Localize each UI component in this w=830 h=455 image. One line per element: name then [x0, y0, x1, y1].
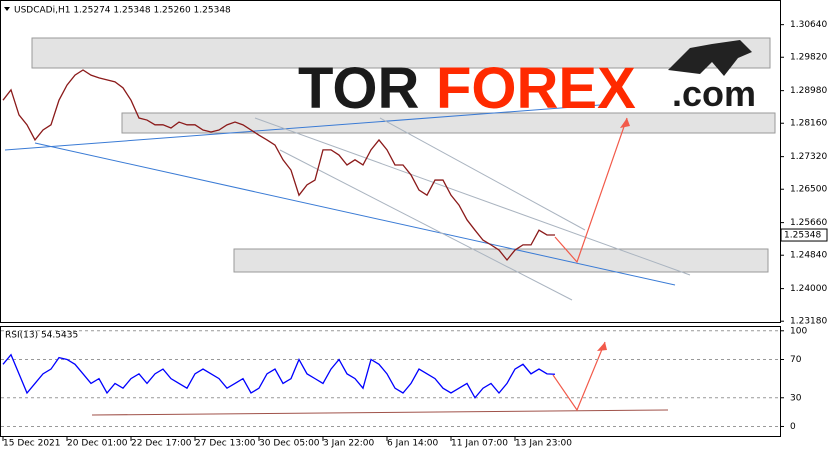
y-tick-label: 1.25660: [790, 218, 827, 228]
y-tick-label: 0: [790, 422, 796, 432]
x-tick-label: 13 Jan 23:00: [515, 439, 572, 449]
x-tick-label: 22 Dec 17:00: [131, 439, 192, 449]
watermark-suffix: .com: [672, 73, 756, 114]
x-tick-label: 20 Dec 01:00: [67, 439, 128, 449]
x-tick-label: 30 Dec 05:00: [259, 439, 320, 449]
y-tick-label: 1.24000: [790, 284, 827, 294]
y-tick-label: 1.24840: [790, 251, 827, 261]
channel-line: [279, 149, 573, 301]
y-tick-label: 1.27320: [790, 152, 827, 162]
y-tick-label: 1.28160: [790, 119, 827, 129]
rsi-trend-line: [91, 409, 669, 416]
y-tick-label: 1.26500: [790, 185, 827, 195]
arrow-head: [620, 118, 630, 128]
x-tick-label: 6 Jan 14:00: [387, 439, 439, 449]
last-price-box: [780, 228, 828, 242]
watermark-brand: TOR: [298, 56, 419, 121]
y-tick-label: 1.23180: [790, 317, 827, 327]
price-panel: [0, 0, 781, 323]
rsi-title: RSI(13) 54.5435: [5, 331, 78, 341]
trend-line: [34, 142, 676, 286]
trend-line: [4, 104, 601, 151]
y-tick-label: 100: [790, 326, 807, 336]
channel-line: [379, 117, 586, 231]
title-icon: [4, 7, 10, 11]
y-tick-label: 1.29820: [790, 53, 827, 63]
resistance-zone: [31, 37, 771, 69]
chart-title: USDCADi,H1 1.25274 1.25348 1.25260 1.253…: [14, 6, 231, 16]
forecast-arrow: [552, 341, 606, 412]
bull-icon: [668, 40, 752, 76]
middle-zone: [121, 112, 776, 134]
x-tick-label: 15 Dec 2021: [3, 439, 61, 449]
x-tick-label: 11 Jan 07:00: [451, 439, 508, 449]
x-tick-label: 27 Dec 13:00: [195, 439, 256, 449]
y-tick-label: 1.28980: [790, 86, 827, 96]
y-tick-label: 1.30640: [790, 20, 827, 30]
channel-line: [254, 117, 691, 276]
watermark-brand: FOREX: [436, 56, 636, 121]
rsi-panel: [0, 326, 781, 437]
arrow-head: [597, 342, 607, 351]
y-tick-label: 30: [790, 393, 802, 403]
forecast-arrow: [554, 117, 628, 264]
y-tick-label: 70: [790, 355, 802, 365]
series-line: [2, 69, 556, 262]
last-price-label: 1.25348: [784, 231, 821, 241]
x-tick-label: 3 Jan 22:00: [323, 439, 375, 449]
series-line: [2, 353, 556, 399]
